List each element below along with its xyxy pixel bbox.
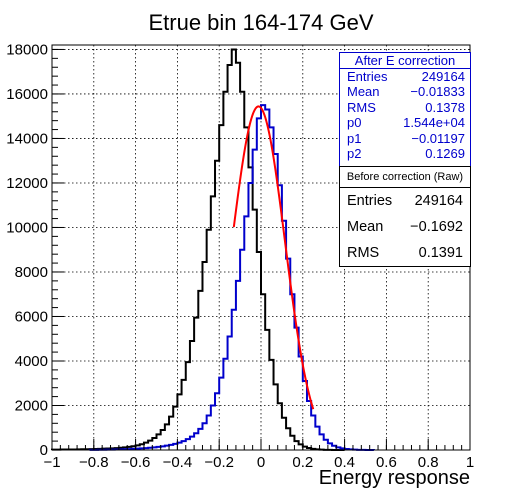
stats-after-row: RMS 0.1378 [340, 100, 470, 115]
stats-label: Entries [347, 69, 388, 84]
stats-value: −0.1692 [410, 219, 463, 235]
stats-value: 249164 [421, 69, 465, 84]
chart-title: Etrue bin 164-174 GeV [148, 10, 373, 35]
stats-value: −0.01833 [410, 84, 465, 100]
x-tick-label: 0 [257, 454, 265, 471]
stats-after-row: p1 −0.01197 [340, 131, 470, 146]
stats-value: 1.544e+04 [403, 115, 465, 131]
corrected-histogram-series [88, 104, 375, 451]
y-tick-label: 4000 [15, 353, 48, 370]
stats-value: 249164 [414, 193, 463, 209]
stats-box-after-correction: After E correction Entries 249164 Mean −0.… [339, 52, 471, 167]
stats-label: p2 [347, 146, 362, 162]
y-tick-label: 12000 [6, 175, 48, 192]
x-tick-label: 0.6 [376, 454, 397, 471]
stats-after-row: Entries 249164 [340, 69, 470, 84]
x-axis-label: Energy response [319, 467, 470, 489]
stats-value: 0.1391 [418, 245, 463, 261]
stats-before-title: Before correction (Raw) [346, 171, 464, 183]
x-tick-label: −0.2 [204, 454, 234, 471]
stats-after-title: After E correction [340, 53, 470, 69]
y-tick-label: 6000 [15, 308, 48, 325]
x-tick-label: −0.6 [121, 454, 151, 471]
y-tick-label: 8000 [15, 264, 48, 281]
x-tick-label: −1 [43, 454, 60, 471]
stats-after-row: p2 0.1269 [340, 146, 470, 161]
stats-label: RMS [347, 99, 376, 115]
y-tick-label: 16000 [6, 86, 48, 103]
stats-label: p1 [347, 130, 362, 146]
x-tick-label: −0.4 [163, 454, 193, 471]
histogram-outline [88, 104, 375, 451]
stats-value: 0.1378 [425, 99, 465, 115]
stats-box-before-correction: Entries 249164 Mean −0.1692 RMS 0.1391 [339, 187, 471, 267]
stats-before-row: Mean −0.1692 [340, 214, 470, 240]
fit-curve [232, 105, 315, 410]
stats-before-row: RMS 0.1391 [340, 240, 470, 266]
x-tick-label: −0.8 [79, 454, 109, 471]
y-tick-label: 0 [40, 442, 48, 459]
y-tick-label: 10000 [6, 219, 48, 236]
stats-label: Mean [347, 84, 380, 100]
x-tick-label: 0.2 [292, 454, 313, 471]
stats-label: RMS [347, 245, 380, 261]
stats-box-before-title: Before correction (Raw) [339, 166, 471, 189]
stats-label: p0 [347, 115, 362, 131]
raw-histogram-series [51, 48, 345, 451]
y-tick-label: 2000 [15, 397, 48, 414]
x-tick-label: 1 [466, 454, 474, 471]
stats-after-row: p0 1.544e+04 [340, 115, 470, 130]
stats-after-row: Mean −0.01833 [340, 84, 470, 99]
stats-before-row: Entries 249164 [340, 188, 470, 214]
x-tick-label: 0.4 [334, 454, 355, 471]
y-tick-label: 14000 [6, 130, 48, 147]
stats-label: Mean [347, 219, 384, 235]
y-axis: 0 2000 4000 6000 8000 10000 12000 14000 16000 180… [6, 41, 64, 459]
stats-value: 0.1269 [425, 146, 465, 162]
x-tick-label: 0.8 [418, 454, 439, 471]
stats-value: −0.01197 [411, 130, 465, 146]
stats-label: Entries [347, 193, 393, 209]
x-axis: −1 −0.8 −0.6 −0.4 −0.2 0 0.2 0.4 0.6 0.8 1 [43, 439, 474, 471]
histogram-outline [51, 48, 345, 451]
y-tick-label: 18000 [6, 41, 48, 58]
gaussian-fit-series [232, 105, 315, 410]
